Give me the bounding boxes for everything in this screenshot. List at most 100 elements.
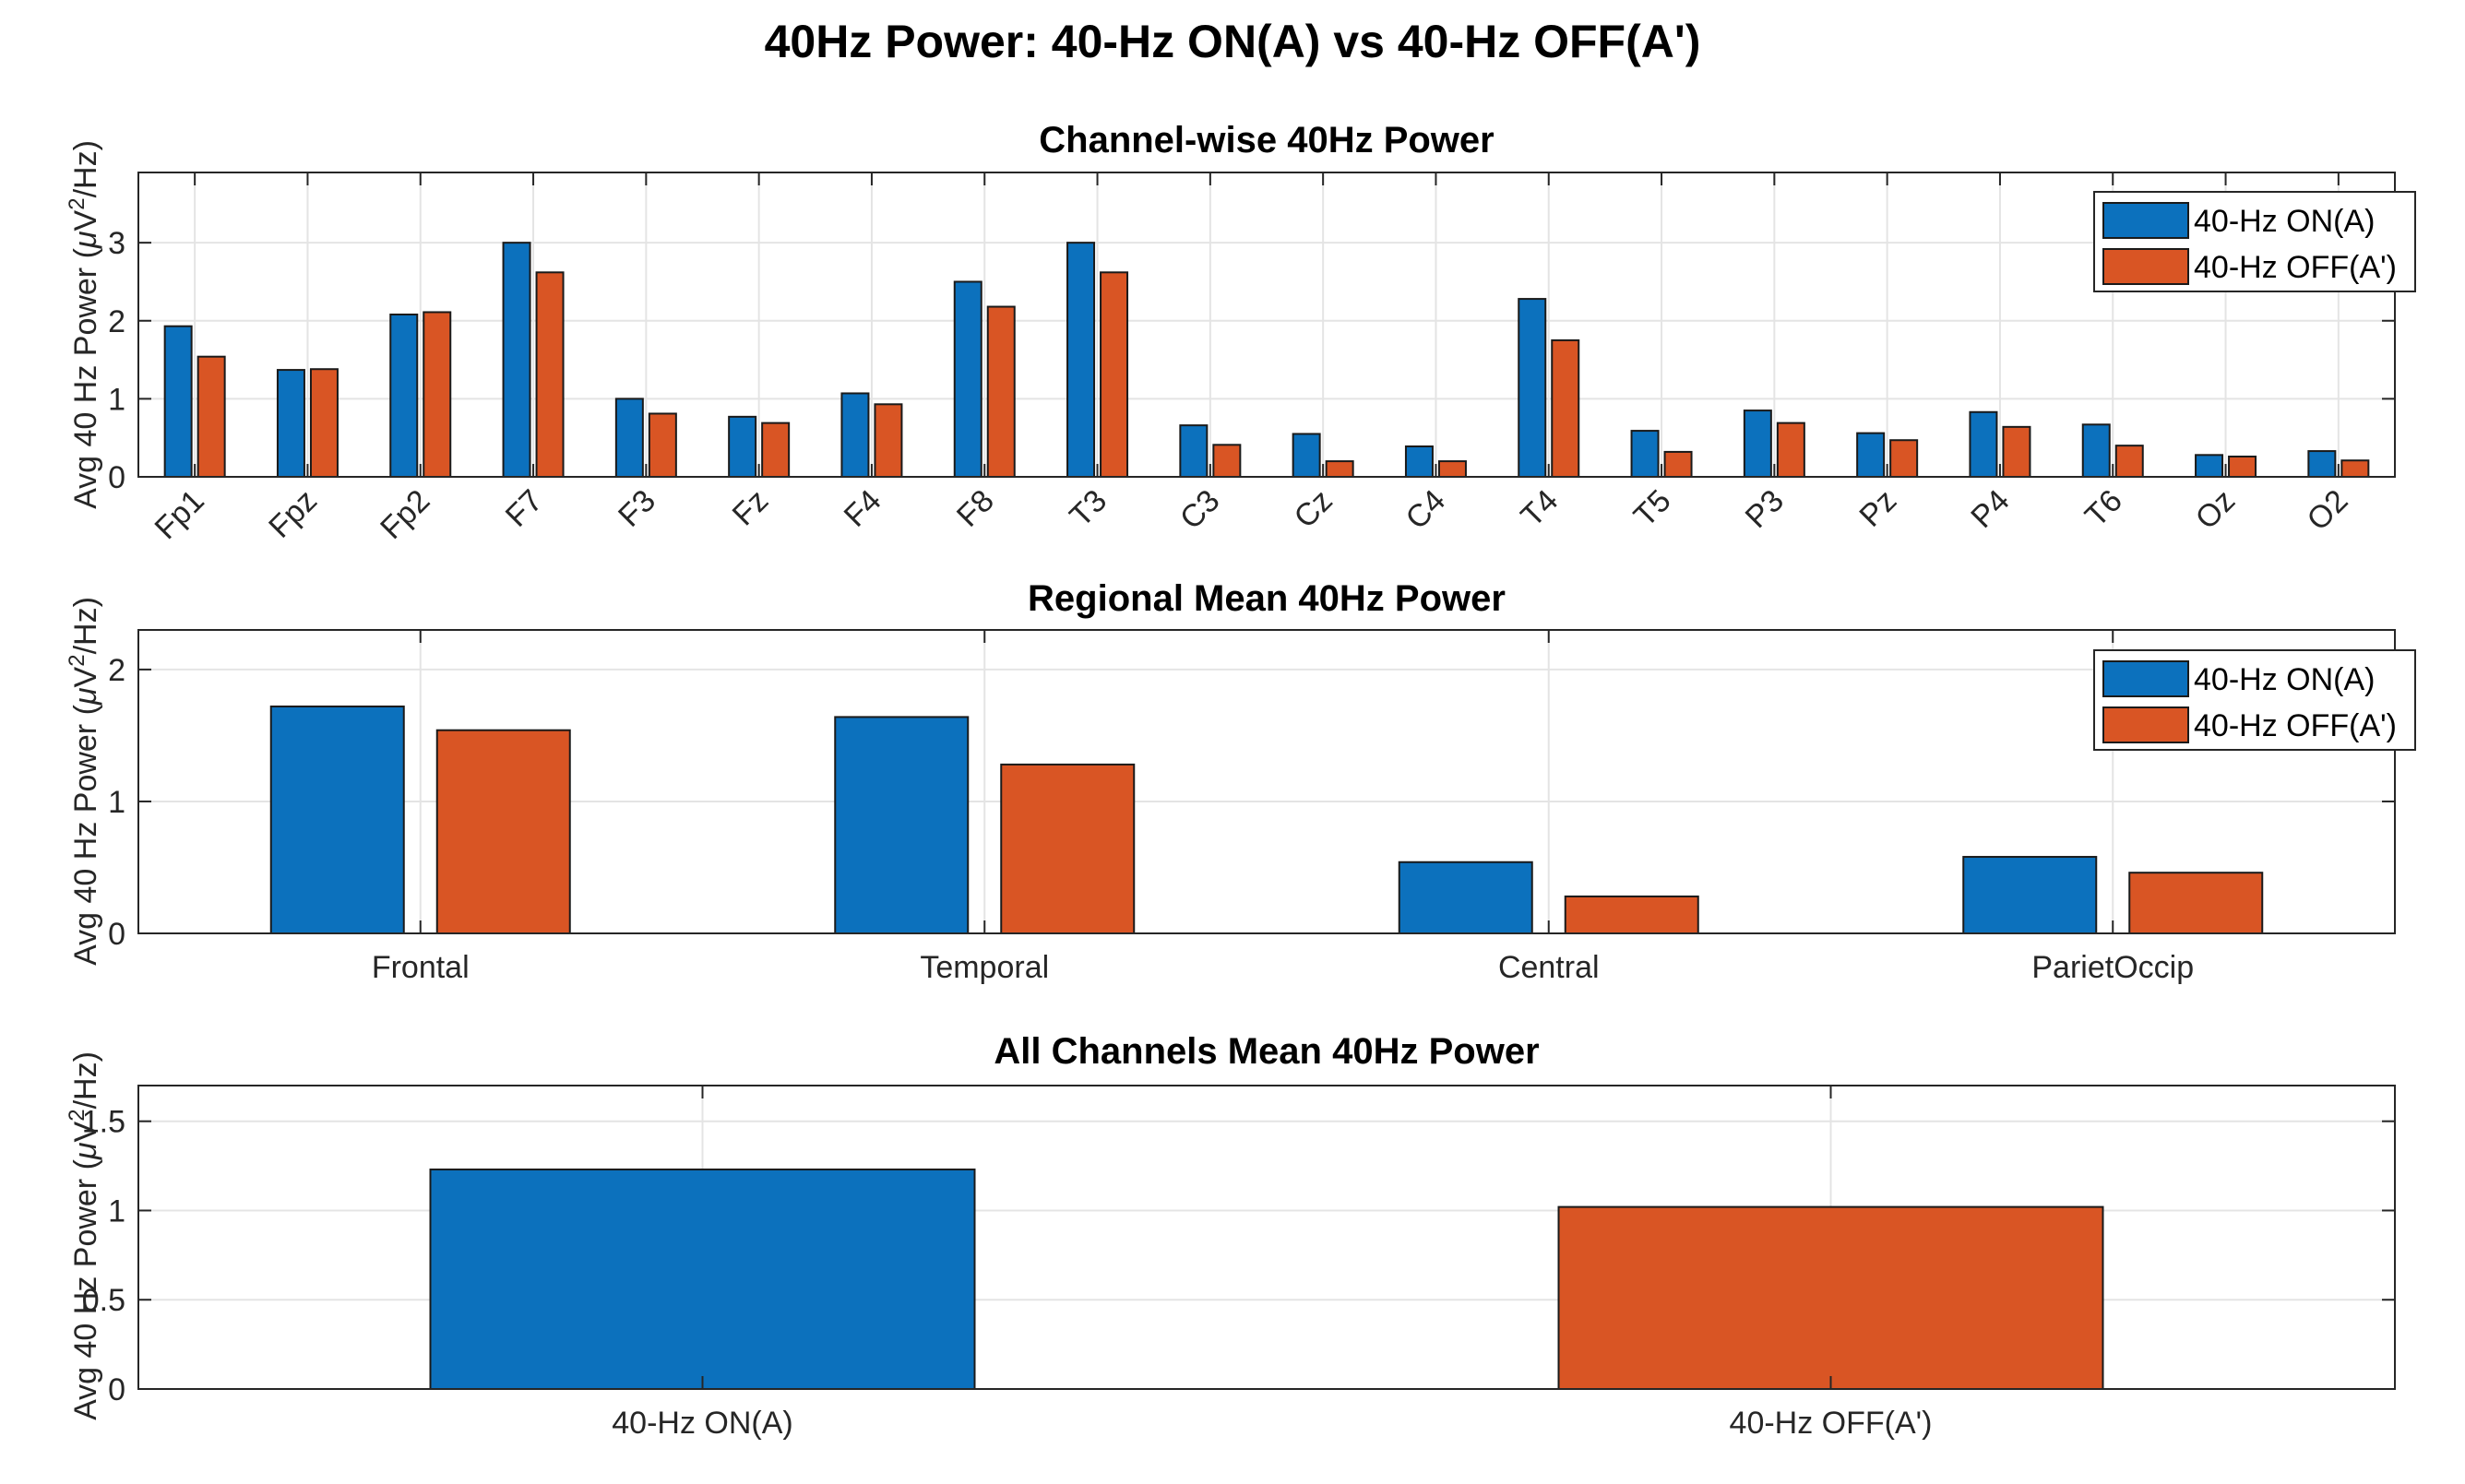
bar-on-f4 [840, 392, 870, 479]
y-tick-label: 3 [108, 226, 125, 261]
y-tick-label: 1 [108, 1193, 125, 1229]
bar-off-fp1 [196, 355, 226, 479]
x-tick-label-cz: Cz [1288, 483, 1340, 535]
bar-on-f3 [614, 398, 644, 478]
y-tick-label: 1.5 [82, 1105, 125, 1140]
legend-label-on: 40-Hz ON(A) [2194, 204, 2375, 239]
bar-on-t6 [2081, 423, 2111, 478]
bar-off-temporal [1000, 763, 1136, 935]
bar-on-oz [2195, 454, 2224, 478]
bar-off-f7 [535, 271, 565, 478]
x-tick-label-c4: C4 [1399, 483, 1452, 537]
x-tick-label-f8: F8 [950, 483, 1001, 534]
bar-off-t5 [1663, 450, 1693, 478]
bar-on-t3 [1066, 242, 1096, 478]
legend-label-off: 40-Hz OFF(A') [2194, 250, 2397, 285]
legend-2: 40-Hz ON(A) 40-Hz OFF(A') [2093, 649, 2416, 751]
x-tick-label-t4: T4 [1514, 483, 1565, 534]
legend-swatch-off [2102, 706, 2189, 743]
bar-off-fpz [309, 368, 339, 479]
bar-on-p4 [1969, 410, 1998, 478]
bar-off-cz [1325, 460, 1354, 479]
x-tick-label: 40-Hz ON(A) [612, 1406, 792, 1441]
bar-on-f7 [502, 242, 531, 478]
bar-on-cz [1292, 433, 1321, 479]
x-tick-label-o2: O2 [2301, 483, 2355, 538]
bar-on [429, 1168, 976, 1391]
y-axis-label-2: Avg 40 Hz Power (μV2/Hz) [65, 597, 104, 966]
bar-off-p4 [2002, 425, 2031, 479]
bar-on-c3 [1179, 424, 1209, 478]
x-tick-label-f4: F4 [838, 483, 888, 534]
bar-off-t6 [2114, 445, 2144, 478]
bar-off-f3 [648, 412, 677, 479]
y-tick-label: 1 [108, 785, 125, 820]
bar-on-fz [728, 415, 757, 479]
bar-on-pz [1856, 432, 1886, 479]
legend-1: 40-Hz ON(A) 40-Hz OFF(A') [2093, 191, 2416, 292]
bar-on-parietoccip [1962, 856, 2098, 935]
chart-panel-3: 0 0.5 1 1.5 40-Hz ON(A) 40-Hz OFF(A') All Chan… [82, 1031, 2396, 1441]
bar-off-f8 [986, 305, 1016, 478]
x-tick-label: Temporal [920, 950, 1049, 985]
bar-off-o2 [2340, 459, 2370, 479]
bar-on-o2 [2307, 450, 2337, 479]
x-tick-label-t5: T5 [1627, 483, 1678, 534]
y-tick-label: 0 [108, 917, 125, 952]
y-axis-label-3: Avg 40 Hz Power (μV2/Hz) [65, 1051, 104, 1420]
bar-off-fp2 [423, 311, 452, 479]
bar-on-temporal [834, 716, 970, 934]
bar-off-c4 [1437, 460, 1467, 479]
axes-box [137, 1085, 2396, 1390]
x-tick-label-fp1: Fp1 [149, 483, 211, 546]
x-tick-label: 40-Hz OFF(A') [1730, 1406, 1933, 1441]
axes-box [137, 629, 2396, 934]
x-tick-label-t6: T6 [2078, 483, 2129, 534]
x-tick-label: Frontal [372, 950, 470, 985]
chart-panel-1: 0 1 2 3 Fp1 Fpz Fp2 F7 F3 Fz F4 F8 T3 C3 Cz C4 T4 T5 P3 Pz P… [108, 120, 2416, 546]
panel-title-2: Regional Mean 40Hz Power [1028, 578, 1506, 619]
x-tick-label-c3: C3 [1173, 483, 1227, 537]
x-tick-label-fp2: Fp2 [374, 483, 436, 546]
y-tick-label: 2 [108, 304, 125, 339]
figure-title: 40Hz Power: 40-Hz ON(A) vs 40-Hz OFF(A') [765, 16, 1701, 67]
bar-off [1557, 1205, 2104, 1390]
x-tick-label-f3: F3 [612, 483, 662, 534]
y-tick-label: 0 [108, 460, 125, 495]
bar-on-c4 [1404, 445, 1434, 478]
bar-off-oz [2228, 456, 2257, 478]
x-tick-label-oz: Oz [2189, 483, 2243, 537]
bar-on-central [1398, 861, 1533, 935]
bar-off-t3 [1100, 271, 1129, 478]
y-tick-label: 1 [108, 382, 125, 417]
bar-on-fpz [276, 369, 305, 479]
panel-title-3: All Channels Mean 40Hz Power [994, 1031, 1539, 1072]
bar-off-pz [1889, 439, 1919, 479]
bar-off-central [1564, 895, 1699, 934]
bar-on-fp1 [163, 325, 193, 479]
plot-area [138, 172, 2395, 477]
x-tick-label: ParietOccip [2031, 950, 2194, 985]
bar-off-f4 [874, 403, 903, 478]
bar-off-t4 [1551, 338, 1580, 478]
bar-on-t4 [1518, 298, 1547, 479]
bar-on-p3 [1743, 410, 1772, 479]
chart-panel-2: 0 1 2 Frontal Temporal Central ParietOccip Regi… [108, 578, 2416, 985]
x-tick-label-p4: P4 [1964, 483, 2016, 535]
x-tick-label-fpz: Fpz [262, 483, 324, 545]
axes-box [137, 172, 2396, 478]
legend-swatch-on [2102, 202, 2189, 239]
x-tick-label-t3: T3 [1063, 483, 1113, 534]
legend-label-on: 40-Hz ON(A) [2194, 662, 2375, 697]
bar-off-parietoccip [2128, 872, 2264, 935]
x-tick-label-fz: Fz [726, 483, 776, 533]
bar-off-frontal [435, 729, 571, 935]
panel-title-1: Channel-wise 40Hz Power [1039, 120, 1494, 160]
x-tick-label-p3: P3 [1739, 483, 1791, 535]
x-tick-label-f7: F7 [499, 483, 550, 534]
bar-off-p3 [1776, 421, 1805, 479]
x-tick-label-pz: Pz [1852, 483, 1903, 534]
bar-off-fz [761, 421, 791, 479]
legend-label-off: 40-Hz OFF(A') [2194, 708, 2397, 743]
